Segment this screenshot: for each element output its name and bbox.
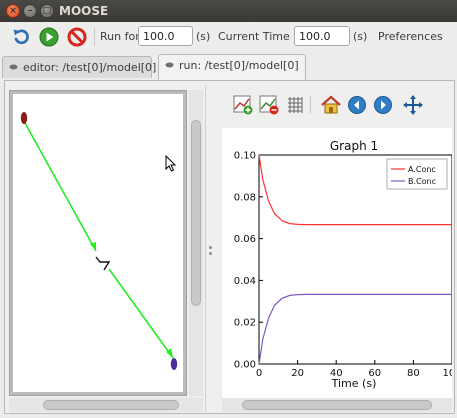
- reaction-arrow-product: [108, 268, 174, 359]
- chart-title: Graph 1: [330, 139, 378, 153]
- canvas-horizontal-scrollbar[interactable]: [9, 398, 203, 412]
- model-canvas[interactable]: [9, 90, 187, 396]
- graph-area[interactable]: Graph 1 0 20 40 60 80 100 0.00 0.02 0.04 0.06 0.08…: [222, 128, 457, 398]
- chart-legend: A.Conc B.Conc: [386, 158, 448, 190]
- title-bar: × – □ MOOSE: [0, 0, 457, 23]
- remove-plot-icon[interactable]: [258, 94, 280, 116]
- scrollbar-thumb[interactable]: [242, 400, 432, 410]
- graph-horizontal-scrollbar[interactable]: [222, 398, 452, 412]
- current-time-input[interactable]: [294, 26, 350, 46]
- pool-a[interactable]: [20, 112, 28, 124]
- scrollbar-thumb[interactable]: [43, 400, 179, 410]
- series-line-1: [258, 154, 452, 226]
- run-for-label: Run for: [100, 30, 140, 43]
- toolbar-separator: [94, 28, 95, 46]
- grid-icon[interactable]: [284, 94, 306, 116]
- stop-icon[interactable]: [66, 26, 88, 48]
- pool-b[interactable]: [170, 358, 178, 370]
- run-for-unit: (s): [196, 30, 211, 43]
- tab-view-icon: [165, 62, 174, 68]
- tab-view-icon: [9, 64, 18, 70]
- x-tick-label: 40: [330, 368, 343, 379]
- canvas-vertical-scrollbar[interactable]: [189, 90, 203, 396]
- legend-label: B.Conc: [408, 177, 436, 186]
- series-line-2: [258, 293, 452, 365]
- canvas-scene: [13, 94, 183, 392]
- y-tick-label: 0.02: [234, 318, 256, 329]
- tab-editor[interactable]: editor: /test[0]/model[0]: [2, 56, 156, 78]
- reaction-arrow-substrate: [24, 122, 97, 252]
- tab-run-label: run: /test[0]/model[0]: [179, 59, 299, 72]
- chart-axes: 0 20 40 60 80 100 0.00 0.02 0.04 0.06 0.08 0.10: [234, 151, 457, 380]
- add-plot-icon[interactable]: [232, 94, 254, 116]
- pane-splitter[interactable]: [205, 86, 217, 412]
- scrollbar-thumb[interactable]: [191, 120, 201, 306]
- tab-bar: editor: /test[0]/model[0] run: /test[0]/…: [0, 54, 457, 80]
- back-icon[interactable]: [346, 94, 368, 116]
- minimize-window-button[interactable]: –: [23, 4, 37, 18]
- y-tick-label: 0.08: [234, 192, 256, 203]
- close-window-button[interactable]: ×: [6, 4, 20, 18]
- y-tick-label: 0.00: [234, 360, 256, 371]
- reaction-node[interactable]: [95, 256, 111, 271]
- y-tick-label: 0.04: [234, 276, 256, 287]
- home-icon[interactable]: [320, 94, 342, 116]
- current-time-unit: (s): [353, 30, 368, 43]
- x-tick-label: 20: [291, 368, 304, 379]
- maximize-icon: □: [42, 6, 52, 16]
- main-toolbar: Run for (s) Current Time : (s) Preferenc…: [0, 22, 457, 52]
- current-time-label: Current Time :: [218, 30, 297, 43]
- run-icon[interactable]: [38, 26, 60, 48]
- reset-icon[interactable]: [10, 26, 32, 48]
- plot-toolbar-separator: [310, 96, 311, 114]
- x-tick-label: 0: [256, 368, 262, 379]
- y-tick-label: 0.06: [234, 234, 256, 245]
- graph-1[interactable]: Graph 1 0 20 40 60 80 100 0.00 0.02 0.04 0.06 0.08…: [222, 128, 457, 398]
- x-axis-label: Time (s): [331, 377, 377, 390]
- mouse-cursor-icon: [165, 155, 177, 172]
- pan-icon[interactable]: [402, 94, 424, 116]
- legend-box: [386, 158, 448, 190]
- x-tick-label: 100: [442, 368, 452, 379]
- x-tick-label: 60: [368, 368, 381, 379]
- chart-series: [258, 154, 452, 365]
- plot-toolbar: [226, 94, 446, 124]
- minimize-icon: –: [27, 6, 33, 16]
- y-tick-label: 0.10: [234, 151, 256, 162]
- preferences-button[interactable]: Preferences: [378, 30, 443, 43]
- tab-run[interactable]: run: /test[0]/model[0]: [158, 54, 306, 80]
- tab-editor-label: editor: /test[0]/model[0]: [23, 61, 157, 74]
- close-icon: ×: [9, 6, 17, 16]
- legend-label: A.Conc: [408, 165, 436, 174]
- maximize-window-button[interactable]: □: [40, 4, 54, 18]
- x-tick-label: 80: [407, 368, 420, 379]
- run-for-input[interactable]: [138, 26, 193, 46]
- window-title: MOOSE: [59, 4, 109, 18]
- forward-icon[interactable]: [372, 94, 394, 116]
